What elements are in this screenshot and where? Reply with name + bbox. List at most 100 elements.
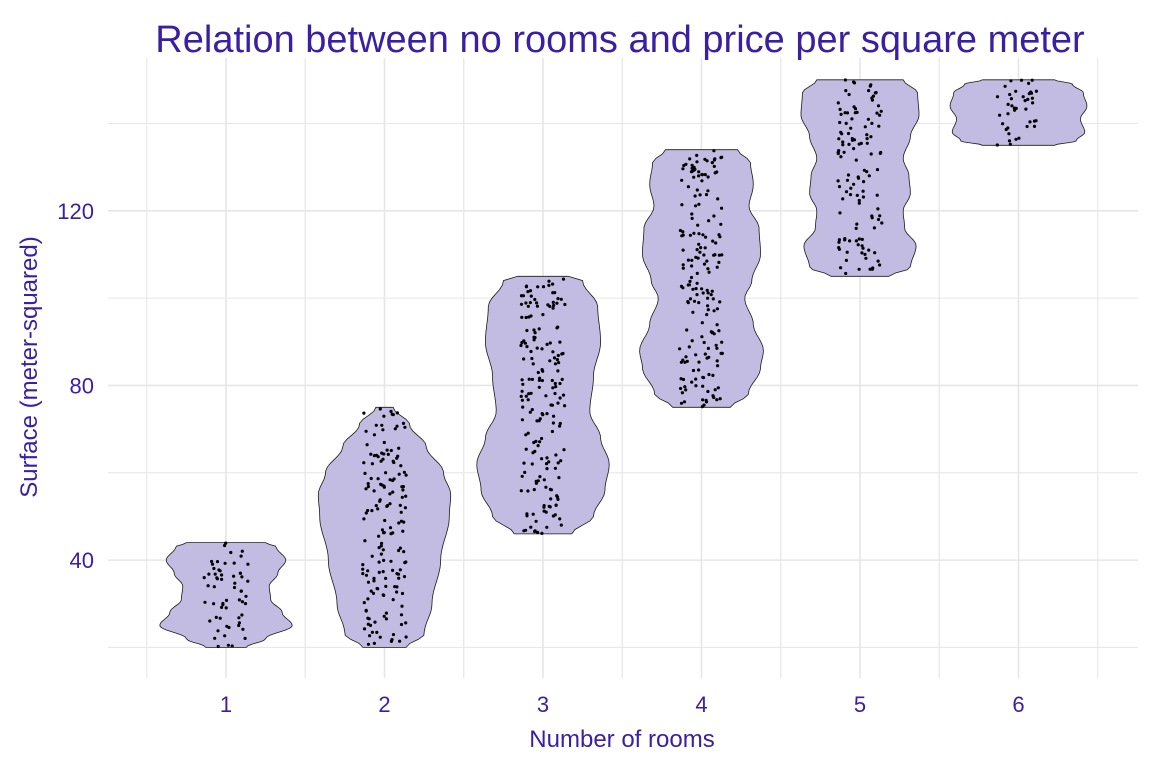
data-point (837, 247, 842, 251)
data-point (382, 414, 386, 418)
data-point (206, 584, 210, 588)
data-point (838, 120, 842, 125)
data-point (379, 482, 383, 486)
data-point (537, 327, 541, 331)
data-point (678, 347, 682, 351)
data-point (712, 149, 716, 153)
data-point (224, 541, 228, 545)
data-point (719, 351, 723, 355)
data-point (536, 370, 540, 375)
data-point (397, 521, 401, 525)
data-point (855, 222, 859, 226)
data-point (532, 488, 536, 492)
data-point (706, 189, 710, 193)
violin-4 (639, 149, 764, 408)
data-point (844, 271, 848, 276)
data-point (700, 335, 704, 339)
data-point (694, 287, 698, 291)
points-layer (202, 78, 1038, 649)
data-point (229, 550, 233, 555)
data-point (381, 548, 385, 552)
x-tick-label: 1 (220, 692, 232, 717)
data-point (371, 591, 376, 596)
data-point (843, 111, 847, 115)
data-point (237, 616, 241, 620)
data-point (549, 488, 554, 492)
data-point (690, 258, 694, 262)
data-point (716, 364, 720, 368)
data-point (398, 503, 402, 507)
data-point (393, 427, 397, 431)
data-point (382, 614, 386, 618)
data-point (366, 580, 371, 584)
data-point (552, 303, 556, 308)
data-point (691, 310, 695, 314)
data-point (395, 411, 399, 415)
data-point (865, 141, 869, 145)
data-point (553, 391, 557, 396)
data-point (687, 283, 692, 287)
data-point (694, 353, 698, 357)
data-point (395, 585, 399, 589)
data-point (702, 340, 706, 345)
data-point (521, 405, 525, 409)
data-point (695, 293, 699, 297)
data-point (1021, 95, 1025, 99)
data-point (865, 133, 869, 137)
data-point (690, 163, 694, 167)
data-point (837, 137, 841, 141)
data-point (368, 634, 372, 638)
data-point (520, 389, 524, 393)
data-point (877, 124, 881, 128)
data-point (540, 368, 544, 372)
data-point (556, 297, 560, 301)
data-point (207, 572, 211, 576)
data-point (535, 304, 540, 308)
data-point (684, 355, 688, 359)
data-point (558, 340, 562, 344)
data-point (861, 246, 865, 250)
data-point (536, 285, 540, 289)
data-point (364, 511, 368, 515)
data-point (701, 376, 706, 380)
data-point (689, 275, 694, 280)
data-point (553, 466, 558, 470)
data-point (552, 414, 556, 418)
data-point (376, 587, 380, 591)
data-point (202, 576, 206, 580)
data-point (854, 239, 859, 243)
data-point (548, 359, 552, 363)
data-point (554, 453, 558, 457)
data-point (373, 620, 377, 624)
violin-3 (476, 275, 610, 535)
data-point (873, 91, 878, 95)
data-point (555, 358, 560, 362)
data-point (530, 462, 534, 466)
data-point (376, 477, 380, 481)
data-point (876, 259, 880, 263)
data-point (216, 644, 220, 649)
data-point (390, 638, 394, 642)
data-point (243, 636, 247, 641)
data-point (680, 178, 684, 182)
data-point (237, 623, 241, 628)
data-point (378, 498, 382, 502)
data-point (551, 350, 555, 354)
data-point (556, 369, 560, 373)
data-point (388, 526, 393, 530)
data-point (714, 241, 718, 245)
data-point (562, 448, 566, 452)
data-point (239, 589, 243, 593)
data-point (713, 171, 717, 175)
data-point (214, 615, 218, 620)
data-point (404, 635, 408, 639)
data-point (705, 288, 709, 292)
data-point (715, 265, 719, 269)
data-point (551, 514, 556, 518)
data-point (530, 377, 535, 381)
data-point (379, 552, 383, 556)
data-point (388, 502, 392, 506)
data-point (366, 597, 370, 601)
data-point (558, 517, 562, 521)
data-point (547, 279, 551, 283)
